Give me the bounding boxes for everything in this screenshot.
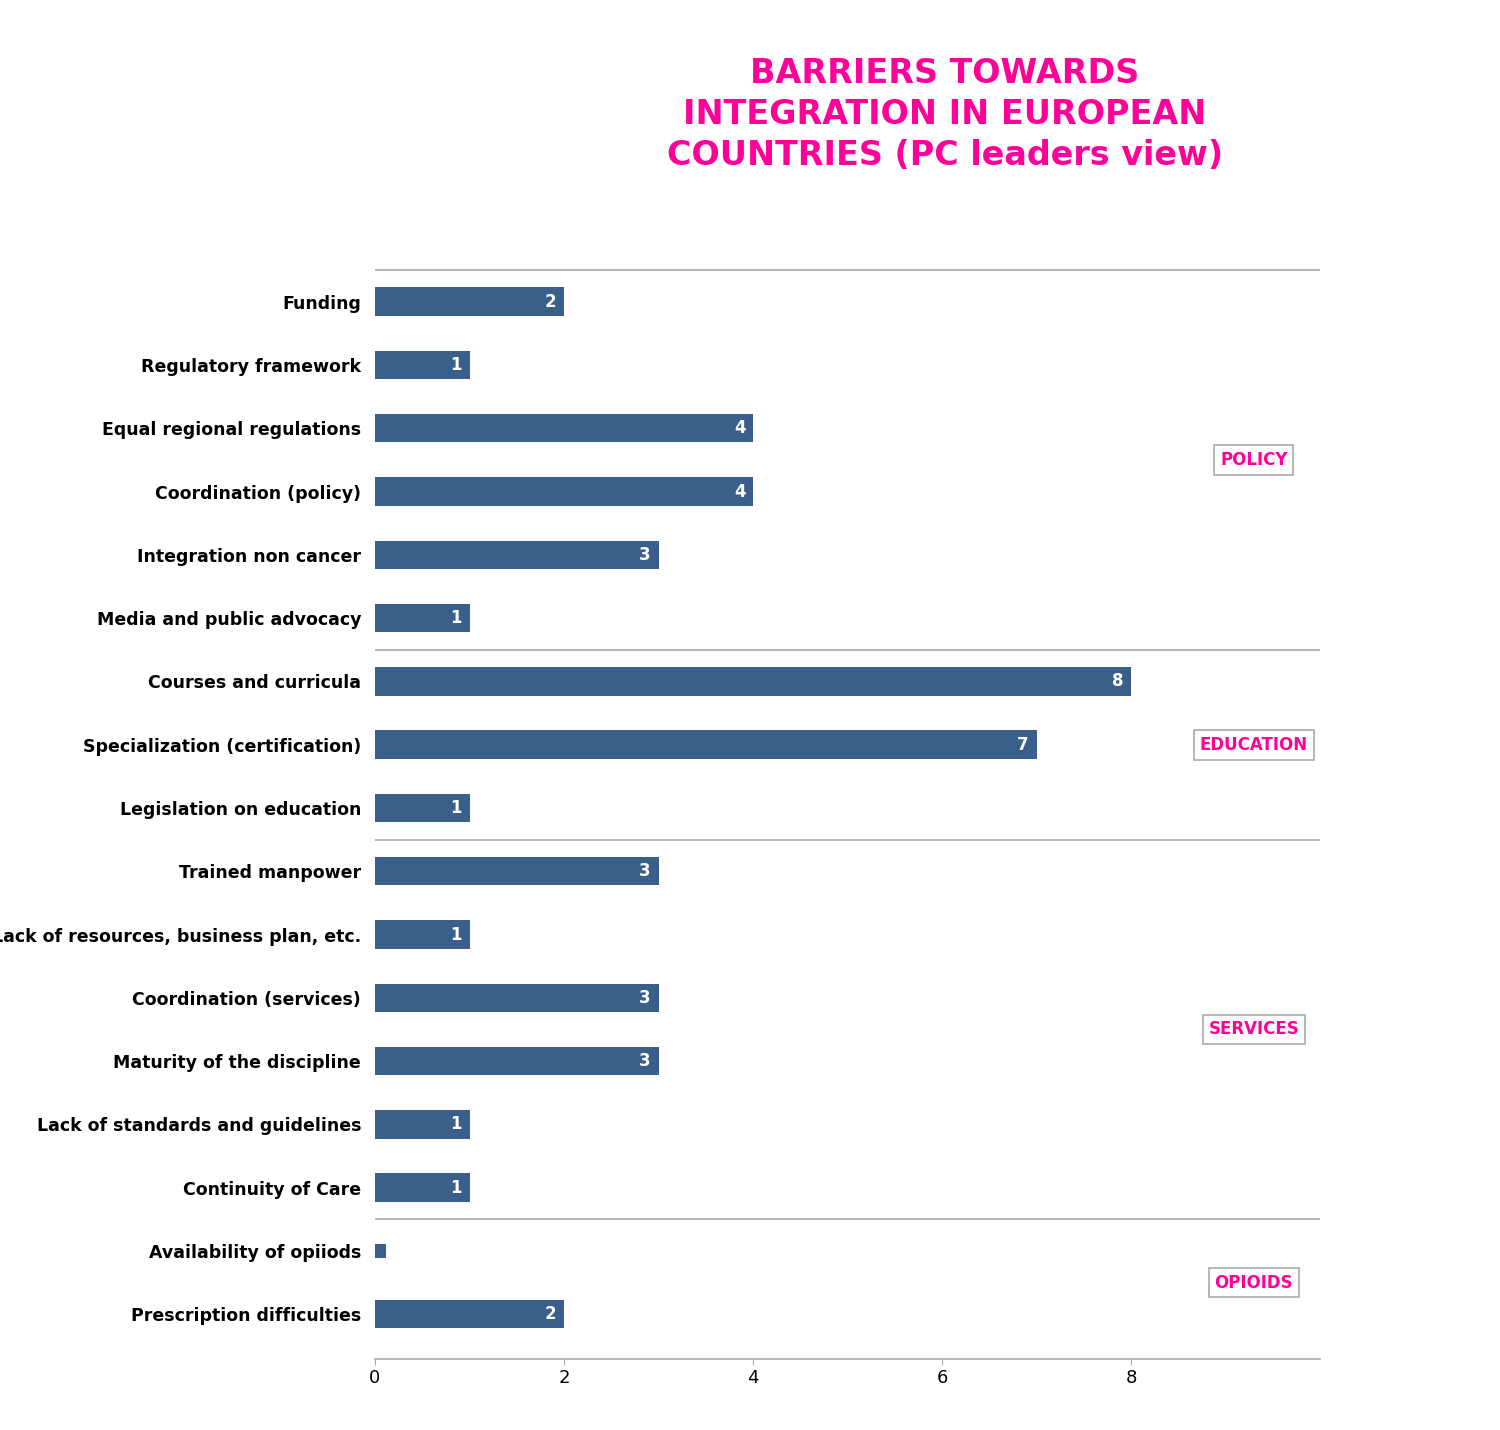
- Bar: [375, 478, 753, 506]
- Bar: [375, 731, 1036, 759]
- Bar: [375, 1174, 470, 1201]
- Bar: [375, 415, 753, 442]
- Text: 1: 1: [450, 609, 462, 628]
- Bar: [375, 1244, 387, 1258]
- Bar: [375, 1300, 564, 1328]
- Text: BARRIERS TOWARDS
INTEGRATION IN EUROPEAN
COUNTRIES (PC leaders view): BARRIERS TOWARDS INTEGRATION IN EUROPEAN…: [668, 57, 1222, 172]
- Bar: [375, 984, 658, 1012]
- Text: 4: 4: [734, 482, 746, 500]
- Text: 3: 3: [639, 988, 651, 1007]
- Bar: [375, 857, 658, 885]
- Bar: [375, 1047, 658, 1075]
- Text: OPIOIDS: OPIOIDS: [1215, 1274, 1293, 1291]
- Text: SERVICES: SERVICES: [1209, 1021, 1299, 1038]
- Bar: [375, 794, 470, 822]
- Bar: [375, 921, 470, 948]
- Text: 2: 2: [544, 1306, 556, 1323]
- Text: 7: 7: [1017, 735, 1029, 754]
- Text: 3: 3: [639, 1052, 651, 1070]
- Text: 4: 4: [734, 419, 746, 438]
- Text: 1: 1: [450, 799, 462, 817]
- Text: EDUCATION: EDUCATION: [1200, 735, 1308, 754]
- Text: 8: 8: [1112, 672, 1124, 691]
- Bar: [375, 350, 470, 379]
- Bar: [375, 541, 658, 569]
- Bar: [375, 1110, 470, 1138]
- Text: 1: 1: [450, 1178, 462, 1197]
- Bar: [375, 603, 470, 632]
- Text: 1: 1: [450, 356, 462, 375]
- Bar: [375, 287, 564, 316]
- Text: 3: 3: [639, 546, 651, 563]
- Text: 3: 3: [639, 862, 651, 881]
- Bar: [375, 668, 1131, 695]
- Text: 2: 2: [544, 293, 556, 310]
- Text: POLICY: POLICY: [1220, 450, 1287, 469]
- Text: 1: 1: [450, 1115, 462, 1134]
- Text: 1: 1: [450, 925, 462, 944]
